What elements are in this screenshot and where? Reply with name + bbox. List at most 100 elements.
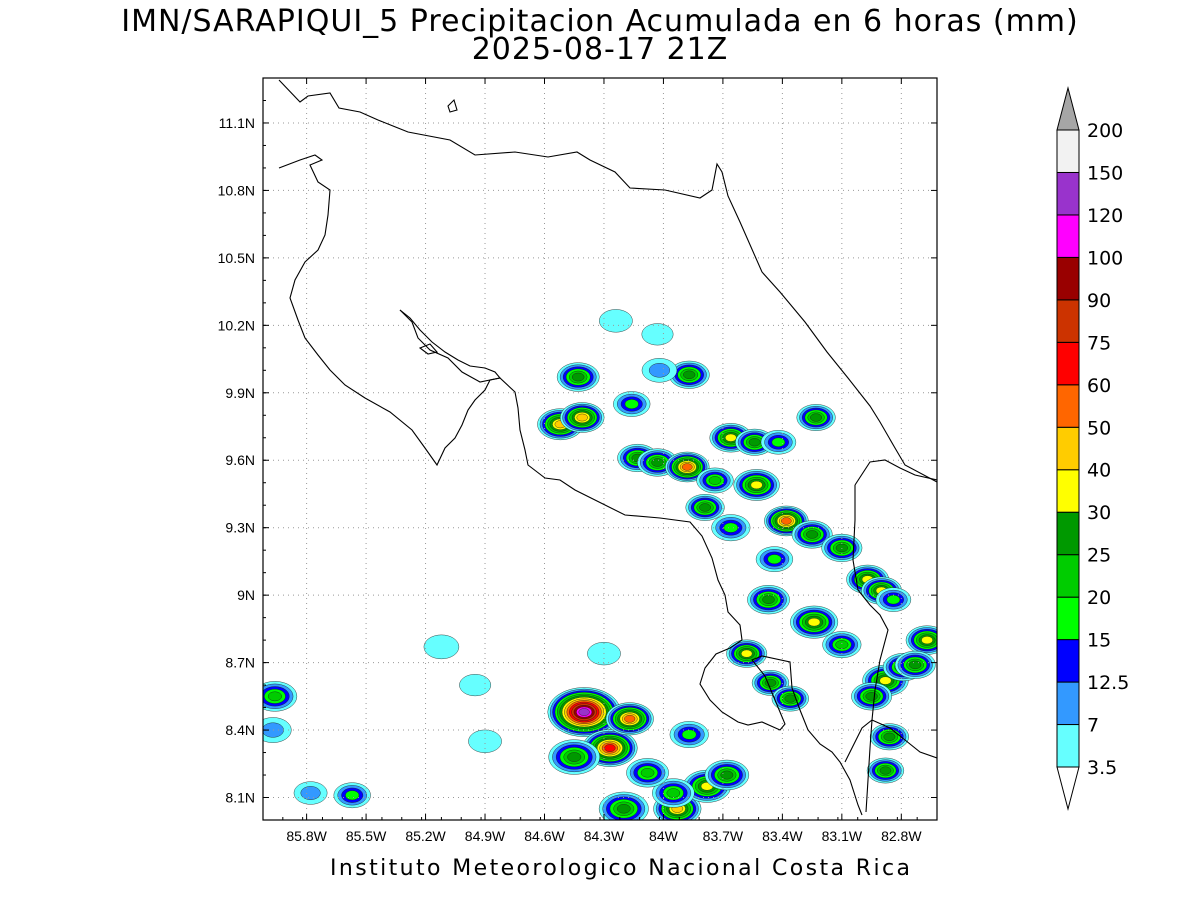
precip-contour-30 (725, 433, 737, 442)
colorbar-min-arrow (1056, 766, 1080, 811)
x-tick-label: 84.6W (524, 828, 565, 844)
coastline-nicoya-gulf (399, 309, 863, 816)
precip-contour-15 (771, 437, 786, 447)
precip-contour-40 (576, 413, 588, 422)
x-tick-label: 85.8W (286, 828, 327, 844)
colorbar-label: 7 (1087, 715, 1099, 737)
y-tick-label: 9.6N (225, 452, 255, 468)
precip-contour-25 (810, 413, 822, 422)
colorbar-swatch (1056, 341, 1080, 386)
precip-contour-20 (267, 691, 282, 702)
precip-contour-25 (764, 678, 777, 687)
coastline-north (278, 79, 937, 483)
colorbar-label: 12.5 (1087, 672, 1129, 694)
y-tick-label: 11.1N (219, 115, 255, 131)
island-nicoya (418, 343, 439, 355)
precip-contour-25 (651, 458, 664, 467)
colorbar-label: 15 (1087, 630, 1111, 652)
axis-ticks: 85.8W 85.5W 85.2W 84.9W 84.6W 84.3W 84W 83.7W 83… (218, 77, 938, 844)
colorbar-label: 60 (1087, 375, 1111, 397)
colorbar-label: 75 (1087, 332, 1111, 354)
y-tick-label: 8.4N (225, 722, 255, 738)
colorbar-label: 150 (1087, 162, 1123, 184)
precip-contour-25 (567, 752, 582, 762)
colorbar-swatch (1056, 469, 1080, 513)
precipitation-field (263, 309, 937, 820)
precip-contour-30 (879, 676, 892, 685)
colorbar-swatch (1056, 256, 1080, 301)
precip-contour-20 (666, 788, 681, 798)
colorbar-label: 50 (1087, 417, 1111, 439)
precip-contour-3_5 (423, 634, 460, 660)
colorbar-swatch (1056, 426, 1080, 471)
map-subtitle: 2025-08-17 21Z (471, 32, 729, 67)
colorbar-swatch (1056, 299, 1080, 343)
precip-contour-50 (681, 463, 693, 471)
precip-contour-25 (683, 370, 696, 379)
y-tick-label: 10.8N (218, 182, 255, 198)
x-tick-label: 84.9W (465, 828, 506, 844)
y-tick-label: 9.9N (225, 385, 255, 401)
precip-contour-15 (345, 790, 360, 801)
x-tick-label: 83.1W (822, 828, 863, 844)
x-tick-label: 83.7W (703, 828, 744, 844)
precip-contour-120 (578, 708, 590, 716)
colorbar: 3.5 7 12.5 15 20 25 30 40 50 60 75 90 100 120 150 200 (1056, 86, 1129, 811)
x-tick-label: 85.2W (405, 828, 446, 844)
y-tick-label: 8.7N (225, 655, 255, 671)
y-tick-label: 8.1N (225, 790, 255, 806)
footer-credit: Instituto Meteorologico Nacional Costa R… (330, 856, 913, 881)
colorbar-swatch (1056, 639, 1080, 683)
colorbar-swatch (1056, 384, 1080, 428)
border-panama-south (852, 485, 889, 813)
precip-contour-60 (604, 744, 616, 752)
colorbar-label: 25 (1087, 545, 1111, 567)
y-tick-label: 10.2N (218, 317, 255, 333)
precip-contour-25 (762, 595, 775, 604)
precip-contour-25 (835, 543, 848, 553)
island-lake (447, 98, 458, 113)
colorbar-swatch (1056, 554, 1080, 598)
precip-contour-7 (648, 363, 670, 378)
precip-contour-25 (616, 804, 631, 814)
colorbar-swatch (1056, 214, 1080, 258)
colorbar-label: 3.5 (1087, 757, 1117, 779)
precip-contour-20 (835, 640, 849, 650)
precip-contour-25 (784, 694, 797, 703)
colorbar-label: 30 (1087, 502, 1111, 524)
coastline (278, 79, 937, 816)
colorbar-label: 120 (1087, 205, 1123, 227)
x-tick-label: 84W (649, 828, 679, 844)
precip-contour-3_5 (641, 323, 674, 346)
colorbar-swatch (1056, 596, 1080, 641)
colorbar-label: 200 (1087, 120, 1123, 142)
colorbar-swatch (1056, 171, 1080, 216)
precip-contour-7 (300, 786, 321, 800)
y-tick-label: 9.3N (225, 520, 255, 536)
precip-contour-20 (640, 768, 655, 778)
precip-contour-25 (806, 530, 819, 539)
colorbar-label: 100 (1087, 247, 1123, 269)
colorbar-max-arrow (1056, 86, 1080, 131)
x-tick-label: 83.4W (762, 828, 803, 844)
y-tick-label: 10.5N (218, 250, 255, 266)
precip-contour-30 (740, 649, 753, 658)
precip-contour-20 (708, 476, 722, 485)
border-panama (854, 459, 937, 486)
precip-contour-25 (720, 770, 734, 780)
coastline-burica (844, 719, 937, 763)
precip-contour-3_5 (599, 309, 633, 333)
colorbar-label: 90 (1087, 290, 1111, 312)
precip-contour-15 (723, 522, 739, 533)
precip-contour-15 (624, 399, 639, 409)
colorbar-label: 20 (1087, 587, 1111, 609)
map-title: IMN/SARAPIQUI_5 Precipitacion Acumulada … (121, 4, 1079, 39)
precip-contour-30 (750, 480, 763, 490)
precip-contour-50 (624, 715, 636, 723)
y-tick-label: 9N (237, 587, 255, 603)
x-tick-label: 82.8W (881, 828, 922, 844)
precip-contour-30 (921, 636, 933, 645)
x-tick-label: 84.3W (584, 828, 625, 844)
colorbar-swatch (1056, 724, 1080, 768)
